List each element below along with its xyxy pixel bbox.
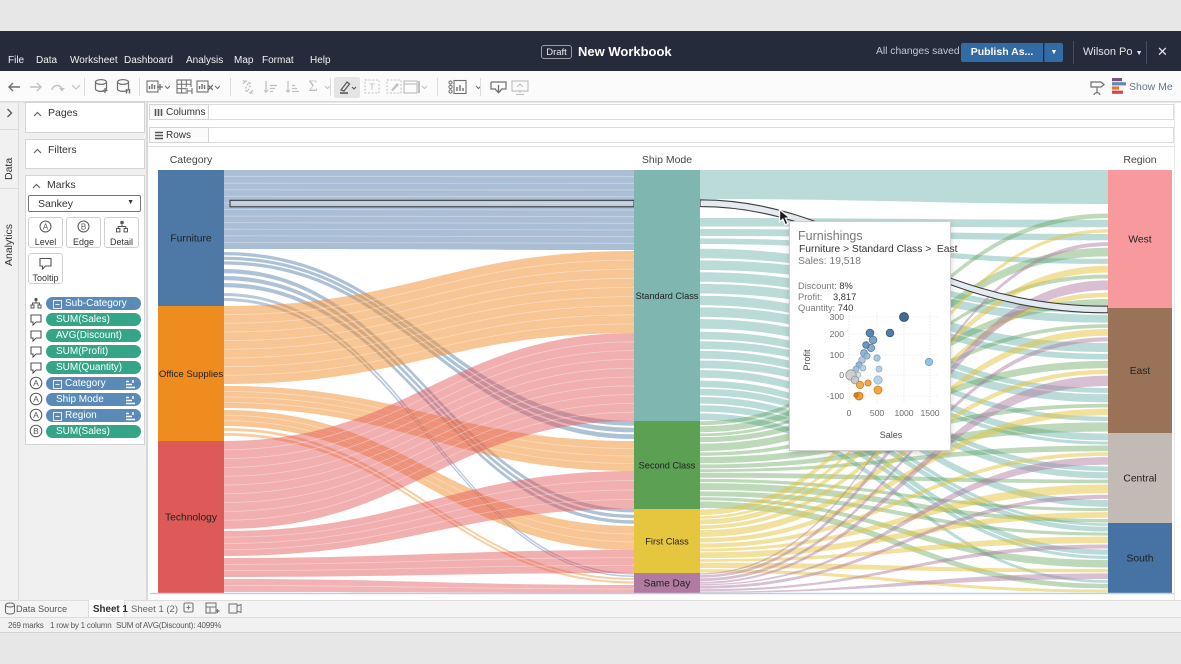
svg-text:A: A (33, 378, 39, 388)
svg-text:0: 0 (839, 370, 844, 380)
svg-text:Furniture: Furniture (170, 234, 211, 245)
svg-text:Technology: Technology (165, 513, 218, 524)
svg-text:Second Class: Second Class (639, 461, 696, 471)
svg-text:100: 100 (830, 350, 845, 360)
svg-text:Sales: Sales (880, 430, 903, 440)
svg-text:B: B (81, 223, 86, 232)
svg-text:Same Day: Same Day (644, 579, 691, 590)
svg-text:Central: Central (1123, 474, 1156, 485)
svg-text:B: B (33, 426, 39, 436)
svg-text:A: A (33, 410, 39, 420)
svg-text:East: East (1130, 366, 1151, 377)
svg-text:T: T (369, 82, 375, 93)
svg-text:A: A (43, 223, 49, 232)
svg-text:200: 200 (830, 329, 845, 339)
svg-text:1000: 1000 (894, 408, 913, 418)
svg-text:0: 0 (847, 408, 852, 418)
svg-text:1500: 1500 (920, 408, 939, 418)
svg-text:Profit: Profit (802, 349, 812, 371)
svg-text:South: South (1127, 554, 1154, 565)
svg-text:Standard Class: Standard Class (636, 291, 699, 301)
svg-text:First Class: First Class (645, 537, 689, 547)
svg-text:West: West (1128, 235, 1151, 246)
svg-text:A: A (33, 394, 39, 404)
svg-text:-100: -100 (827, 391, 844, 401)
svg-text:300: 300 (830, 312, 845, 322)
svg-text:Office Supplies: Office Supplies (159, 369, 224, 380)
svg-text:500: 500 (870, 408, 885, 418)
